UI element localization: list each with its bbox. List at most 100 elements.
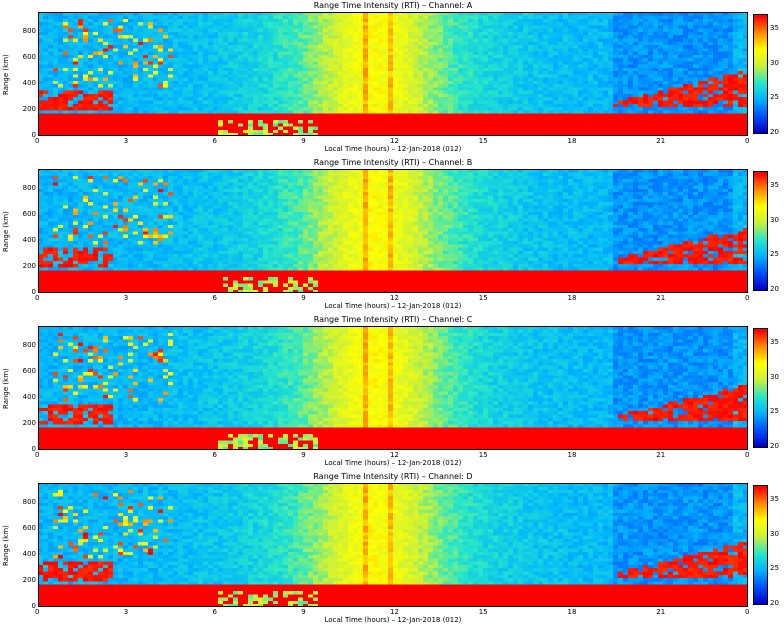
colorbar-step (754, 500, 767, 503)
colorbar-step (754, 91, 767, 94)
colorbar-step (754, 347, 767, 350)
x-tick-label: 12 (390, 609, 399, 616)
y-axis-label: Range (km) (2, 368, 12, 409)
colorbar-tick-label: 35 (770, 181, 779, 189)
colorbar-step (754, 37, 767, 40)
colorbar-step (754, 566, 767, 569)
colorbar-step (754, 502, 767, 505)
colorbar-step (754, 490, 767, 493)
x-tick-label: 9 (301, 452, 305, 459)
colorbar-step (754, 524, 767, 527)
colorbar-step (754, 95, 767, 98)
colorbar-step (754, 433, 767, 436)
colorbar-step (754, 387, 767, 390)
panel-title: Range Time Intensity (RTI) – Channel: B (38, 158, 748, 167)
colorbar-tick-label: 35 (770, 495, 779, 503)
colorbar-step (754, 192, 767, 195)
colorbar-step (754, 427, 767, 430)
colorbar-step (754, 264, 767, 267)
colorbar-step (754, 69, 767, 72)
colorbar-step (754, 204, 767, 207)
colorbar-svg (754, 15, 767, 133)
colorbar-step (754, 546, 767, 549)
rti-heatmap (38, 483, 748, 607)
colorbar-step (754, 550, 767, 553)
colorbar-step (754, 284, 767, 287)
colorbar-step (754, 363, 767, 366)
colorbar-step (754, 506, 767, 509)
colorbar-step (754, 117, 767, 120)
colorbar-step (754, 401, 767, 404)
colorbar-step (754, 206, 767, 209)
y-tick-label: 400 (23, 79, 36, 87)
colorbar-step (754, 349, 767, 352)
y-tick-label: 800 (23, 184, 36, 192)
colorbar-step (754, 111, 767, 114)
colorbar-step (754, 242, 767, 245)
colorbar-step (754, 188, 767, 191)
colorbar-step (754, 59, 767, 62)
colorbar-step (754, 85, 767, 88)
colorbar-step (754, 51, 767, 54)
colorbar-step (754, 33, 767, 36)
colorbar-step (754, 518, 767, 521)
colorbar-step (754, 435, 767, 438)
colorbar-step (754, 578, 767, 581)
colorbar-step (754, 61, 767, 64)
y-tick-label: 200 (23, 576, 36, 584)
panel-title: Range Time Intensity (RTI) – Channel: C (38, 315, 748, 324)
colorbar-step (754, 77, 767, 80)
colorbar-step (754, 393, 767, 396)
x-tick-label: 15 (479, 452, 488, 459)
colorbar-step (754, 598, 767, 601)
colorbar-step (754, 405, 767, 408)
colorbar-step (754, 355, 767, 358)
colorbar-step (754, 552, 767, 555)
x-tick-label: 21 (656, 609, 665, 616)
colorbar-tick-label: 35 (770, 24, 779, 32)
x-tick-label: 0 (35, 452, 39, 459)
colorbar-step (754, 107, 767, 110)
colorbar-step (754, 588, 767, 591)
colorbar-step (754, 174, 767, 177)
x-tick-label: 18 (568, 295, 577, 302)
colorbar-step (754, 212, 767, 215)
colorbar-step (754, 67, 767, 70)
x-axis-label: Local Time (hours) – 12-Jan-2018 (012) (38, 616, 748, 624)
colorbar-step (754, 196, 767, 199)
colorbar-step (754, 512, 767, 515)
colorbar-step (754, 367, 767, 370)
colorbar-step (754, 220, 767, 223)
y-tick-label: 200 (23, 105, 36, 113)
x-tick-label: 0 (35, 295, 39, 302)
colorbar-step (754, 23, 767, 26)
rti-heatmap (38, 169, 748, 293)
y-tick-label: 600 (23, 53, 36, 61)
x-tick-label: 3 (124, 452, 128, 459)
colorbar-step (754, 236, 767, 239)
colorbar-step (754, 445, 767, 447)
colorbar-step (754, 528, 767, 531)
colorbar-step (754, 288, 767, 290)
colorbar-step (754, 399, 767, 402)
y-tick-label: 800 (23, 27, 36, 35)
colorbar-step (754, 532, 767, 535)
colorbar-step (754, 29, 767, 32)
colorbar-step (754, 184, 767, 187)
y-axis-label: Range (km) (2, 525, 12, 566)
x-tick-label: 6 (213, 609, 217, 616)
colorbar-step (754, 270, 767, 273)
colorbar-step (754, 274, 767, 277)
colorbar-step (754, 286, 767, 289)
colorbar-tick-label: 25 (770, 94, 779, 101)
colorbar-step (754, 198, 767, 201)
colorbar-step (754, 373, 767, 376)
colorbar (753, 485, 768, 605)
colorbar-step (754, 353, 767, 356)
x-axis-label: Local Time (hours) – 12-Jan-2018 (012) (38, 302, 748, 310)
colorbar-step (754, 99, 767, 102)
colorbar-step (754, 248, 767, 251)
colorbar-step (754, 359, 767, 362)
colorbar-step (754, 178, 767, 181)
colorbar-step (754, 395, 767, 398)
